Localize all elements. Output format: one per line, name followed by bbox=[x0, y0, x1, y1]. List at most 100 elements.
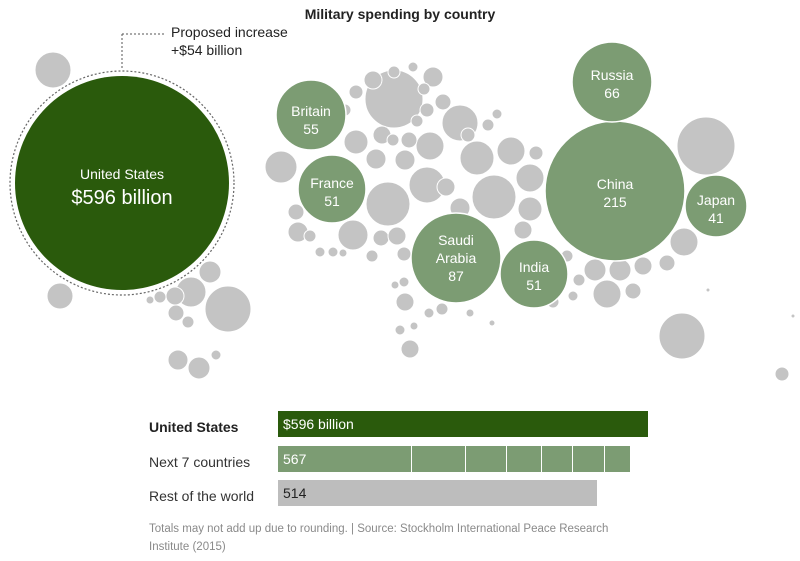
bubble-other-country bbox=[165, 286, 185, 306]
bubble-other-country bbox=[327, 246, 339, 258]
bubble-other-country bbox=[410, 114, 424, 128]
bubble-other-country bbox=[481, 118, 495, 132]
bubble-other-country bbox=[365, 181, 411, 227]
label-saudi-value: 87 bbox=[448, 268, 464, 284]
bubble-other-country bbox=[187, 356, 211, 380]
bubble-other-country bbox=[415, 131, 445, 161]
bubble-other-country bbox=[338, 248, 348, 258]
bubble-other-country bbox=[365, 249, 379, 263]
annotation-value: +$54 billion bbox=[171, 42, 243, 58]
bubble-other-country bbox=[471, 174, 517, 220]
bar-segment-divider bbox=[572, 446, 574, 472]
bubble-other-country bbox=[436, 177, 456, 197]
bubble-other-country bbox=[34, 51, 72, 89]
other-country-bubbles bbox=[34, 51, 796, 382]
bubble-other-country bbox=[400, 131, 418, 149]
bubble-other-country bbox=[396, 246, 412, 262]
bubble-other-country bbox=[204, 285, 252, 333]
bubble-other-country bbox=[181, 315, 195, 329]
label-united-states-name: United States bbox=[80, 166, 164, 182]
label-russia-name: Russia bbox=[591, 67, 634, 83]
label-saudi-name-line1: Saudi bbox=[438, 232, 474, 248]
footnote: Totals may not add up due to rounding. |… bbox=[149, 523, 609, 553]
bubble-map: United States $596 billion China 215 Sau… bbox=[9, 33, 796, 382]
bubble-other-country bbox=[198, 260, 222, 284]
bubble-other-country bbox=[348, 84, 364, 100]
bubble-other-country bbox=[407, 61, 419, 73]
bubble-other-country bbox=[303, 229, 317, 243]
label-japan-value: 41 bbox=[708, 210, 724, 226]
bubble-other-country bbox=[423, 307, 435, 319]
bubble-other-country bbox=[608, 258, 632, 282]
bubble-other-country bbox=[314, 246, 326, 258]
annotation-label: Proposed increase bbox=[171, 24, 288, 40]
label-russia-value: 66 bbox=[604, 85, 620, 101]
bubble-other-country bbox=[460, 127, 476, 143]
bubble-other-country bbox=[572, 273, 586, 287]
bar-label-united-states: United States bbox=[149, 419, 239, 435]
bar-united-states: $596 billion bbox=[278, 411, 648, 437]
bubble-france bbox=[297, 154, 367, 224]
label-japan-name: Japan bbox=[697, 192, 735, 208]
bubble-other-country bbox=[153, 290, 167, 304]
bubble-other-country bbox=[459, 140, 495, 176]
bubble-other-country bbox=[46, 282, 74, 310]
bubble-other-country bbox=[387, 226, 407, 246]
chart-title: Military spending by country bbox=[304, 6, 496, 22]
bubble-other-country bbox=[583, 258, 607, 282]
bubble-other-country bbox=[365, 148, 387, 170]
label-india-name: India bbox=[519, 259, 550, 275]
bubble-other-country bbox=[705, 287, 711, 293]
bubble-other-country bbox=[417, 82, 431, 96]
bar-segment-divider bbox=[540, 446, 542, 472]
bubble-other-country bbox=[633, 256, 653, 276]
bubble-other-country bbox=[386, 133, 400, 147]
bubble-other-country bbox=[419, 102, 435, 118]
bubble-japan bbox=[684, 174, 748, 238]
bubble-other-country bbox=[434, 93, 452, 111]
bubble-other-country bbox=[400, 339, 420, 359]
bubble-other-country bbox=[669, 227, 699, 257]
bubble-other-country bbox=[658, 312, 706, 360]
bar-segment-divider bbox=[603, 446, 605, 472]
bubble-other-country bbox=[264, 150, 298, 184]
bubble-india bbox=[499, 239, 569, 309]
bubble-other-country bbox=[398, 276, 410, 288]
bar-value-united-states: $596 billion bbox=[283, 416, 354, 432]
bubble-other-country bbox=[517, 196, 543, 222]
bar-segment-divider bbox=[506, 446, 508, 472]
bubble-other-country bbox=[435, 302, 449, 316]
bubble-saudi-arabia bbox=[410, 212, 502, 304]
proposed-increase-ring bbox=[9, 70, 235, 296]
bubble-other-country bbox=[394, 149, 416, 171]
bubble-other-country bbox=[363, 70, 383, 90]
bubble-other-country bbox=[390, 280, 400, 290]
bubble-other-country bbox=[774, 366, 790, 382]
bubble-other-country bbox=[515, 163, 545, 193]
label-china-value: 215 bbox=[603, 194, 627, 210]
bubble-other-country bbox=[567, 290, 579, 302]
bubble-russia bbox=[571, 41, 653, 123]
bar-value-rest-of-world: 514 bbox=[283, 485, 307, 501]
bubble-other-country bbox=[394, 324, 406, 336]
bar-label-next-7: Next 7 countries bbox=[149, 454, 251, 470]
bubble-other-country bbox=[528, 145, 544, 161]
label-britain-name: Britain bbox=[291, 103, 331, 119]
bubble-other-country bbox=[676, 116, 736, 176]
bubble-other-country bbox=[491, 108, 503, 120]
label-united-states-value: $596 billion bbox=[71, 187, 172, 209]
bubble-other-country bbox=[513, 220, 533, 240]
bar-rest-of-world: 514 bbox=[278, 480, 598, 506]
bubble-other-country bbox=[343, 129, 369, 155]
bar-segment-divider bbox=[465, 446, 467, 472]
label-france-value: 51 bbox=[324, 193, 340, 209]
bubble-other-country bbox=[145, 295, 155, 305]
bubble-other-country bbox=[465, 308, 475, 318]
bubble-other-country bbox=[790, 313, 796, 319]
bubble-other-country bbox=[624, 282, 642, 300]
bubble-other-country bbox=[337, 219, 369, 251]
bubble-other-country bbox=[167, 304, 185, 322]
bar-value-next-7: 567 bbox=[283, 451, 307, 467]
bubble-other-country bbox=[372, 229, 390, 247]
bar-label-rest-of-world: Rest of the world bbox=[149, 488, 255, 504]
